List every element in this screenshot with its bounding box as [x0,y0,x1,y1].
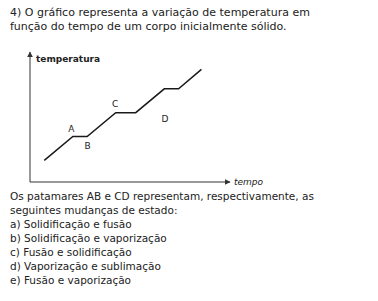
answer-text: e) Fusão e vaporização [10,274,131,286]
line [44,69,201,160]
title: 4) O gráfico representa a variação de te… [10,6,310,19]
point-label: A [68,124,75,134]
y-axis [30,52,31,182]
answer-text: a) Solidificação e fusão [10,218,132,230]
plot-area [44,69,201,160]
x-axis [30,182,230,183]
answer-text: seguintes mudanças de estado: [10,204,177,216]
subtitle: função do tempo de um corpo inicialmente… [10,20,287,33]
x-axis-label: tempo [234,177,264,187]
answer-text: d) Vaporização e sublimação [10,260,161,272]
answer-text: c) Fusão e solidificação [10,246,132,258]
answer-text: b) Solidificação e vaporização [10,232,167,244]
point-label: C [112,99,118,109]
point-label: B [85,141,91,151]
point-label: D [161,114,168,124]
chart: 4) O gráfico representa a variação de te… [0,0,378,301]
y-axis-label: temperatura [36,54,100,64]
answer-text: Os patamares AB e CD representam, respec… [10,190,314,202]
